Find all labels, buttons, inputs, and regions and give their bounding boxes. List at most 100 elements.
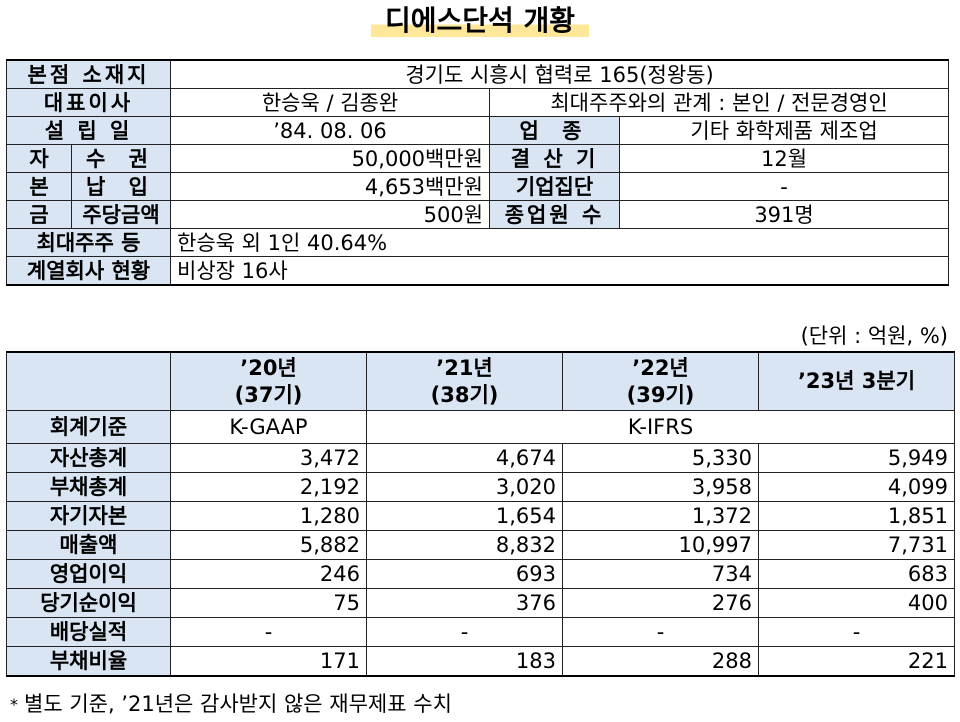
overview-row-ceo: 대표이사 한승욱 / 김종완 최대주주와의 관계 : 본인 / 전문경영인	[5, 88, 950, 117]
paidin-value: 4,653백만원	[170, 172, 491, 201]
fiscal-value: 12월	[619, 144, 950, 173]
par-label: 주당금액	[70, 200, 172, 229]
table-cell: 2,192	[170, 472, 367, 502]
industry-value: 기타 화학제품 제조업	[619, 116, 950, 145]
par-value: 500원	[170, 200, 491, 229]
shareholder-label: 최대주주 등	[5, 228, 172, 257]
table-cell: 400	[758, 588, 955, 618]
affiliates-value: 비상장 16사	[170, 256, 950, 286]
location-label: 본점 소재지	[5, 59, 172, 89]
overview-row-location: 본점 소재지 경기도 시흥시 협력로 165(정왕동)	[5, 59, 950, 89]
accounting-standard-row: 회계기준 K-GAAP K-IFRS	[6, 410, 955, 444]
founded-value: ’84. 08. 06	[170, 116, 491, 145]
overview-row-authorized: 자 수 권 50,000백만원 결 산 기 12월	[6, 144, 950, 173]
table-cell: 376	[366, 588, 563, 618]
year-header-2020: ’20년 (37기)	[170, 351, 367, 411]
financials-table: ’20년 (37기) ’21년 (38기) ’22년 (39기) ’23년 3분기 회…	[6, 351, 955, 677]
affiliates-label: 계열회사 현황	[5, 256, 172, 286]
overview-row-par: 금 주당금액 500원 종업원 수 391명	[6, 200, 950, 229]
table-row: 당기순이익 75 376 276 400	[6, 588, 955, 618]
table-cell: 3,020	[366, 472, 563, 502]
standard-label: 회계기준	[6, 410, 171, 444]
table-cell: 276	[562, 588, 759, 618]
row-label: 부채총계	[6, 472, 171, 502]
row-label: 배당실적	[6, 617, 171, 647]
authorized-label: 수 권	[70, 144, 172, 173]
table-cell: 693	[366, 559, 563, 589]
unit-note: (단위 : 억원, %)	[800, 324, 948, 348]
location-value: 경기도 시흥시 협력로 165(정왕동)	[170, 59, 950, 89]
company-overview-table: 본점 소재지 경기도 시흥시 협력로 165(정왕동) 대표이사 한승욱 / 김…	[5, 59, 950, 286]
table-cell: 4,674	[366, 443, 563, 473]
table-cell: 1,280	[170, 501, 367, 531]
table-row: 영업이익 246 693 734 683	[6, 559, 955, 589]
overview-row-shareholder: 최대주주 등 한승욱 외 1인 40.64%	[5, 228, 950, 257]
table-cell: -	[170, 617, 367, 647]
table-row: 자기자본 1,280 1,654 1,372 1,851	[6, 501, 955, 531]
row-label: 당기순이익	[6, 588, 171, 618]
table-row: 매출액 5,882 8,832 10,997 7,731	[6, 530, 955, 560]
group-value: -	[619, 172, 950, 201]
paidin-label: 납 입	[70, 172, 172, 201]
table-cell: 183	[366, 646, 563, 677]
overview-row-paidin: 본 납 입 4,653백만원 기업집단 -	[6, 172, 950, 201]
table-row: 자산총계 3,472 4,674 5,330 5,949	[6, 443, 955, 473]
table-cell: 7,731	[758, 530, 955, 560]
year-header-2021: ’21년 (38기)	[366, 351, 563, 411]
founded-label: 설 립 일	[5, 116, 172, 145]
row-label: 자기자본	[6, 501, 171, 531]
capital-label-ja: 자	[6, 144, 72, 173]
fiscal-label: 결 산 기	[489, 144, 621, 173]
year-header-2022: ’22년 (39기)	[562, 351, 759, 411]
row-label: 매출액	[6, 530, 171, 560]
table-cell: 683	[758, 559, 955, 589]
table-cell: 5,330	[562, 443, 759, 473]
authorized-value: 50,000백만원	[170, 144, 491, 173]
table-cell: 4,099	[758, 472, 955, 502]
row-label: 부채비율	[6, 646, 171, 677]
table-cell: 246	[170, 559, 367, 589]
employees-value: 391명	[619, 200, 950, 229]
table-cell: 10,997	[562, 530, 759, 560]
table-cell: -	[562, 617, 759, 647]
corner-cell	[6, 351, 171, 411]
ceo-value: 한승욱 / 김종완	[170, 88, 491, 117]
row-label: 자산총계	[6, 443, 171, 473]
footnote: * 별도 기준, ’21년은 감사받지 않은 재무제표 수치	[10, 690, 452, 719]
group-label: 기업집단	[489, 172, 621, 201]
table-cell: -	[758, 617, 955, 647]
shareholder-value: 한승욱 외 1인 40.64%	[170, 228, 950, 257]
row-label: 영업이익	[6, 559, 171, 589]
footnote-text: 별도 기준, ’21년은 감사받지 않은 재무제표 수치	[24, 692, 452, 716]
standard-ifrs: K-IFRS	[366, 410, 955, 444]
table-cell: 734	[562, 559, 759, 589]
relation-value: 최대주주와의 관계 : 본인 / 전문경영인	[489, 88, 950, 117]
capital-label-geum: 금	[6, 200, 72, 229]
table-cell: 171	[170, 646, 367, 677]
employees-label: 종업원 수	[489, 200, 621, 229]
standard-gaap: K-GAAP	[170, 410, 367, 444]
overview-row-affiliates: 계열회사 현황 비상장 16사	[5, 256, 950, 286]
capital-label-bon: 본	[6, 172, 72, 201]
overview-row-founded: 설 립 일 ’84. 08. 06 업 종 기타 화학제품 제조업	[5, 116, 950, 145]
table-row: 부채비율 171 183 288 221	[6, 646, 955, 677]
table-cell: 3,472	[170, 443, 367, 473]
table-cell: -	[366, 617, 563, 647]
table-cell: 1,851	[758, 501, 955, 531]
page-title: 디에스단석 개황	[0, 4, 960, 38]
table-cell: 75	[170, 588, 367, 618]
table-cell: 3,958	[562, 472, 759, 502]
table-cell: 5,949	[758, 443, 955, 473]
table-cell: 288	[562, 646, 759, 677]
financials-header-row: ’20년 (37기) ’21년 (38기) ’22년 (39기) ’23년 3분기	[6, 351, 955, 411]
table-cell: 1,372	[562, 501, 759, 531]
year-header-2023q3: ’23년 3분기	[758, 351, 955, 411]
table-row: 배당실적 - - - -	[6, 617, 955, 647]
table-row: 부채총계 2,192 3,020 3,958 4,099	[6, 472, 955, 502]
footnote-mark: *	[10, 695, 18, 714]
table-cell: 221	[758, 646, 955, 677]
ceo-label: 대표이사	[5, 88, 172, 117]
table-cell: 1,654	[366, 501, 563, 531]
table-cell: 5,882	[170, 530, 367, 560]
table-cell: 8,832	[366, 530, 563, 560]
